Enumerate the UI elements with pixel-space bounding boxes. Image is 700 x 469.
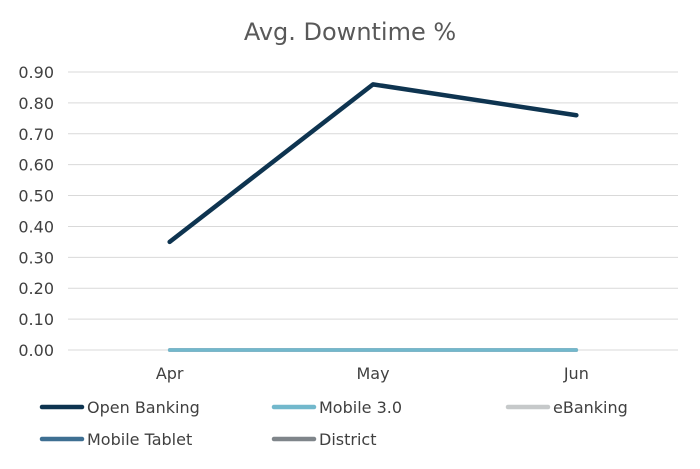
x-tick-label: May (356, 364, 389, 383)
legend-label-mobile-3-0: Mobile 3.0 (319, 398, 402, 417)
series-lines (167, 82, 579, 352)
y-tick-label: 0.40 (18, 217, 54, 236)
gridlines (68, 71, 678, 351)
legend-label-open-banking: Open Banking (87, 398, 200, 417)
legend-label-mobile-tablet: Mobile Tablet (87, 430, 192, 449)
legend: Open Banking Mobile 3.0 eBanking Mobile Tab… (39, 398, 628, 449)
y-tick-label: 0.30 (18, 248, 54, 267)
legend-label-ebanking: eBanking (553, 398, 628, 417)
x-tick-label: Jun (563, 364, 589, 383)
y-tick-label: 0.80 (18, 94, 54, 113)
y-axis-tick-labels: 0.00 0.10 0.20 0.30 0.40 0.50 0.60 0.70 0.80 0.90 (18, 63, 54, 360)
series-line-open-banking (167, 82, 579, 245)
y-tick-label: 0.20 (18, 279, 54, 298)
x-tick-label: Apr (156, 364, 184, 383)
y-tick-label: 0.70 (18, 125, 54, 144)
y-tick-label: 0.50 (18, 187, 54, 206)
y-tick-label: 0.00 (18, 341, 54, 360)
y-tick-label: 0.10 (18, 310, 54, 329)
x-axis-tick-labels: Apr May Jun (156, 364, 589, 383)
chart-title: Avg. Downtime % (244, 18, 456, 46)
legend-label-district: District (319, 430, 376, 449)
y-tick-label: 0.90 (18, 63, 54, 82)
y-tick-label: 0.60 (18, 156, 54, 175)
